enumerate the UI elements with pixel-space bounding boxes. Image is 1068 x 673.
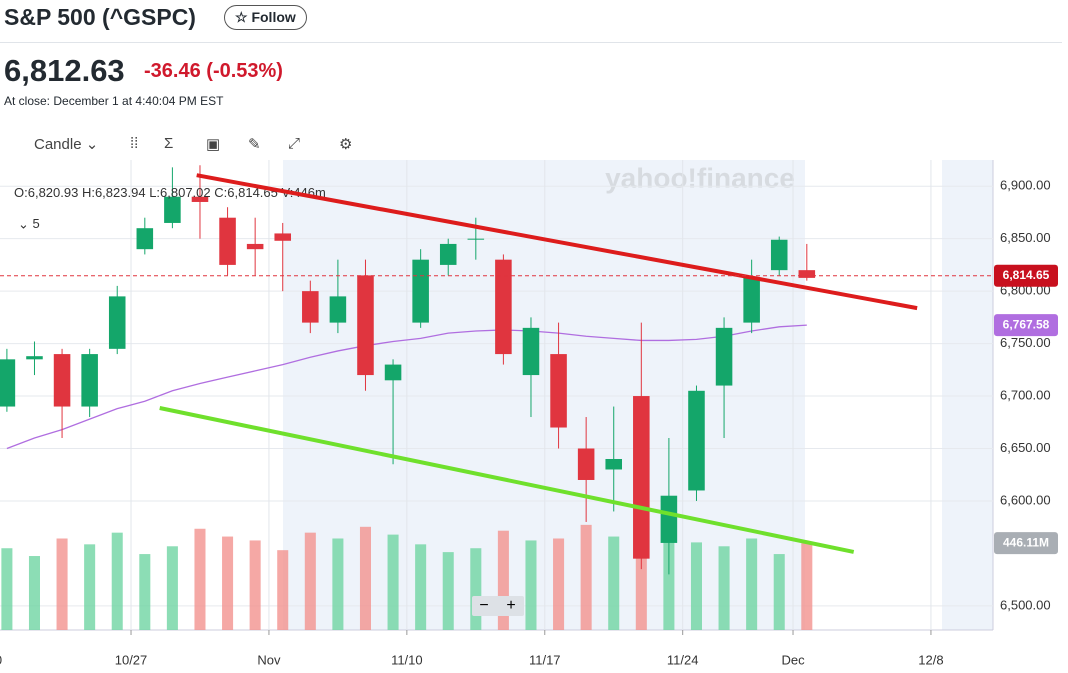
indicator-toggle[interactable]: ⌄ 5 [18,216,40,231]
zoom-in[interactable]: + [506,597,515,614]
follow-button[interactable]: ☆ Follow [224,5,307,30]
indicator-count: 5 [33,216,40,231]
y-tick-label: 6,500.00 [1000,597,1051,612]
fullscreen-button[interactable]: ⤢ [288,135,301,152]
events-button[interactable]: ▣ [206,136,221,153]
y-tick-label: 6,850.00 [1000,230,1051,245]
change-pct: (-0.53%) [206,60,283,82]
trend-line [159,406,855,554]
legend-high: H:6,823.94 [82,185,146,200]
zoom-control: − + [472,596,524,616]
divider [0,42,1062,43]
chart-type: Candle [34,136,82,153]
volume-label: 446.11M [1003,535,1049,549]
volume-box [994,532,1058,555]
change-value: -36.46 [144,60,201,82]
last-price-box [994,264,1058,287]
ohlc-legend: O:6,820.93 H:6,823.94 L:6,807.02 C:6,814… [14,185,326,200]
last-price-label: 6,814.65 [1003,268,1050,282]
trend-line [196,173,918,311]
indicators-button[interactable]: Σ [164,135,174,152]
title: S&P 500 (^GSPC) [4,4,196,30]
y-tick-label: 6,750.00 [1000,335,1051,350]
close-note: At close: December 1 at 4:40:04 PM EST [4,94,224,108]
ma-box [994,314,1058,337]
price: 6,812.63 [4,53,125,88]
y-tick-label: 6,650.00 [1000,440,1051,455]
follow-label: Follow [251,9,296,25]
chart-type-button[interactable]: Candle ⌄ [34,136,99,153]
zoom-bg [472,596,524,616]
settings-button[interactable]: ⚙ [339,136,353,153]
ma-label: 6,767.58 [1003,317,1050,331]
y-tick-label: 6,700.00 [1000,387,1051,402]
compare-button[interactable]: ⁞⁞ [130,135,139,152]
toolbar: Candle ⌄ ⁞⁞ Σ ▣ ✎ ⤢ ⚙ [0,130,1062,156]
change: -36.46 (-0.53%) [144,60,283,83]
y-tick-label: 6,600.00 [1000,492,1051,507]
draw-button[interactable]: ✎ [248,136,261,153]
legend-low: L:6,807.02 [149,185,210,200]
zoom-out[interactable]: − [479,597,488,614]
y-tick-label: 6,900.00 [1000,178,1051,193]
legend-open: O:6,820.93 [14,185,78,200]
